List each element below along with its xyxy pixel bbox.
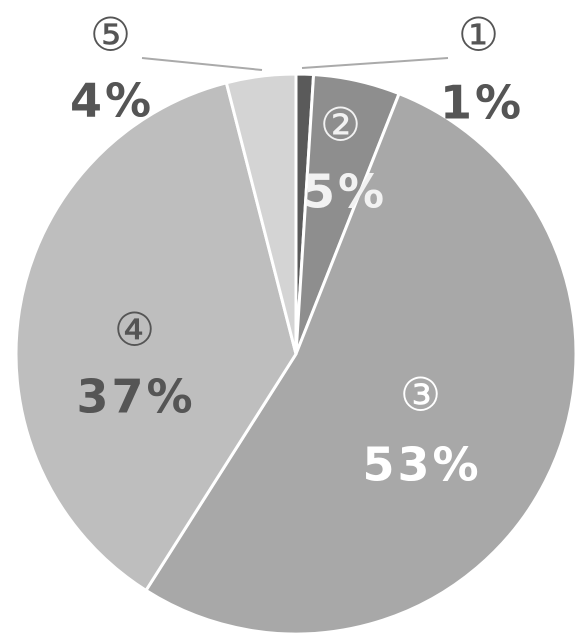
slice-name: ②	[320, 98, 364, 152]
pie-slice	[224, 72, 298, 355]
slice-value-label: 4%	[70, 74, 154, 128]
slice-name: ③	[400, 368, 444, 422]
slice-name: ①	[458, 8, 502, 62]
slice-value-label: 37%	[76, 370, 195, 424]
slice-value-label: 5%	[303, 165, 387, 219]
slice-name: ⑤	[90, 8, 134, 62]
pie-slice	[14, 80, 298, 593]
leader-line	[301, 57, 449, 69]
slice-value-label: 53%	[362, 438, 481, 492]
pie-slice	[143, 91, 577, 636]
slice-name: ④	[114, 303, 158, 357]
leader-line	[141, 57, 263, 71]
slice-value-label: 1%	[440, 76, 524, 130]
